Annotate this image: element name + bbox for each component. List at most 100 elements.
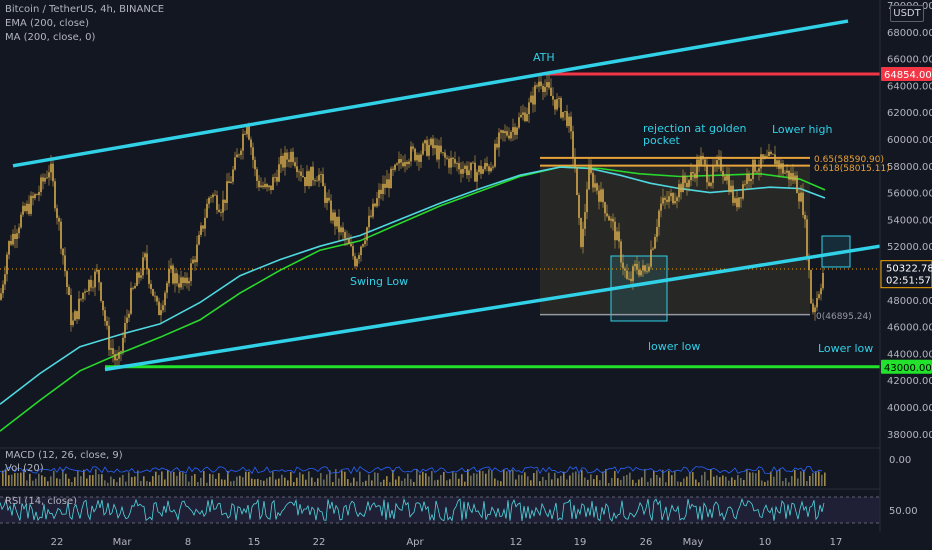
currency-button[interactable]: USDT <box>890 5 924 22</box>
candle-body-102 <box>204 217 206 229</box>
candle-body-18 <box>36 194 38 196</box>
candle-body-105 <box>210 197 212 199</box>
vol-bar-815 <box>815 471 817 486</box>
vol-bar-170 <box>170 471 172 486</box>
candle-body-89 <box>178 283 180 288</box>
vol-bar-92 <box>92 475 94 486</box>
channels[interactable] <box>12 19 881 372</box>
vol-bar-479 <box>479 470 481 486</box>
vol-bar-707 <box>707 480 709 486</box>
candle-body-234 <box>468 170 470 176</box>
vol-bar-713 <box>713 476 715 486</box>
candle-body-225 <box>450 157 452 168</box>
candle-body-322 <box>644 265 646 272</box>
candle-body-9 <box>18 227 20 234</box>
candle-body-389 <box>778 160 780 169</box>
candle-body-353 <box>706 164 708 183</box>
candle-body-222 <box>444 152 446 158</box>
candle-body-226 <box>452 157 454 160</box>
candle-body-360 <box>720 156 722 171</box>
candle-body-240 <box>480 165 482 174</box>
annotation-4: Swing Low <box>350 275 408 288</box>
vol-bar-482 <box>482 471 484 486</box>
candle-body-34 <box>68 286 70 296</box>
candle-body-301 <box>602 189 604 203</box>
candle-body-313 <box>626 270 628 279</box>
symbol-title[interactable]: Bitcoin / TetherUS, 4h, BINANCE <box>5 4 165 15</box>
vol-bar-629 <box>629 472 631 486</box>
vol-bar-416 <box>416 469 418 486</box>
vol-bar-809 <box>809 475 811 486</box>
macd-legend[interactable]: MACD (12, 26, close, 9) <box>5 450 123 461</box>
candle-body-62 <box>124 323 126 338</box>
candle-body-115 <box>230 181 232 184</box>
candle-body-35 <box>70 295 72 326</box>
vol-bar-161 <box>161 471 163 486</box>
candle-body-144 <box>288 159 290 162</box>
candle-body-116 <box>232 169 234 182</box>
candle-body-4 <box>8 241 10 255</box>
ema200-line <box>0 166 826 405</box>
ema-legend[interactable]: EMA (200, close) <box>5 18 89 29</box>
candle-body-155 <box>310 166 312 187</box>
vol-bar-35 <box>35 478 37 486</box>
candle-body-87 <box>174 273 176 284</box>
rsi-legend[interactable]: RSI (14, close) <box>5 496 78 507</box>
vol-bar-446 <box>446 480 448 486</box>
vol-bar-626 <box>626 474 628 486</box>
candle-body-53 <box>106 321 108 326</box>
candle-body-219 <box>438 145 440 160</box>
candle-body-99 <box>198 234 200 245</box>
candle-body-328 <box>656 226 658 237</box>
candle-body-329 <box>658 210 660 227</box>
vol-bar-407 <box>407 473 409 486</box>
upper-channel-line <box>12 19 849 168</box>
candle-body-204 <box>408 161 410 165</box>
vol-bar-617 <box>617 478 619 486</box>
candle-body-90 <box>180 277 182 288</box>
vol-bar-134 <box>134 476 136 486</box>
vol-bar-554 <box>554 472 556 486</box>
candle-body-247 <box>494 143 496 167</box>
vol-bar-704 <box>704 471 706 486</box>
candle-body-21 <box>42 177 44 182</box>
vol-legend[interactable]: Vol (20) <box>5 463 44 474</box>
candle-body-75 <box>150 283 152 290</box>
candle-body-199 <box>398 159 400 164</box>
candle-body-251 <box>502 130 504 134</box>
candle-body-395 <box>790 173 792 180</box>
vol-bar-227 <box>227 470 229 486</box>
candle-body-191 <box>382 183 384 194</box>
candle-body-146 <box>292 151 294 163</box>
vol-bar-326 <box>326 474 328 486</box>
candle-body-28 <box>56 208 58 219</box>
vol-bar-539 <box>539 481 541 486</box>
time-tick-10: 10 <box>759 537 772 548</box>
candle-body-71 <box>142 257 144 276</box>
candle-body-86 <box>172 265 174 284</box>
candle-body-165 <box>330 200 332 221</box>
candle-body-44 <box>88 279 90 292</box>
vol-bar-593 <box>593 479 595 486</box>
candle-body-325 <box>650 249 652 267</box>
candle-body-70 <box>140 275 142 278</box>
candle-body-308 <box>616 231 618 241</box>
candle-body-312 <box>624 268 626 271</box>
price-tick-15: 68000.00 <box>887 28 932 39</box>
candle-body-122 <box>244 133 246 135</box>
vol-bar-386 <box>386 476 388 486</box>
candle-body-178 <box>356 259 358 267</box>
candle-body-20 <box>40 177 42 193</box>
ma-legend[interactable]: MA (200, close, 0) <box>5 32 96 43</box>
candle-body-159 <box>318 174 320 181</box>
candle-body-212 <box>424 140 426 144</box>
vol-bar-296 <box>296 477 298 486</box>
countdown-label: 02:51:57 <box>886 276 931 287</box>
time-tick-1: Mar <box>113 537 133 548</box>
vol-bar-200 <box>200 477 202 486</box>
time-axis[interactable]: 22 Mar 8 15 22 Apr 12 19 26 May 10 17 <box>51 537 843 548</box>
vol-bar-185 <box>185 474 187 486</box>
candle-body-125 <box>250 139 252 148</box>
